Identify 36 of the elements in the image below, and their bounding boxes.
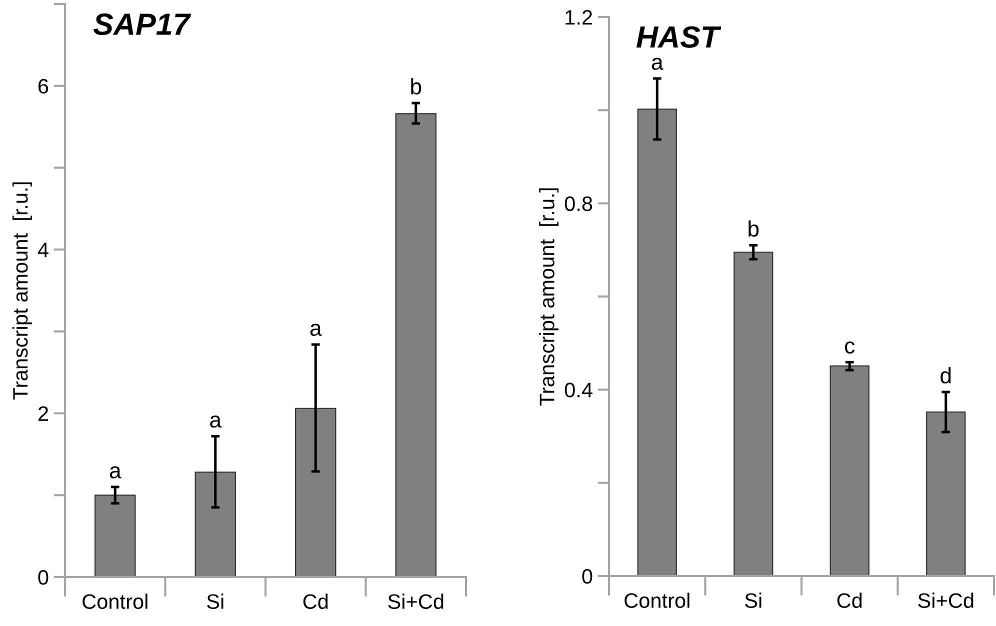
annotation: a [652, 58, 664, 70]
y-tick-label: 0.8 [564, 196, 592, 212]
annotation: a [210, 415, 222, 428]
y-tick-label: 0 [582, 569, 592, 584]
x-tick-label: Cd [837, 592, 862, 608]
y-tick-label: 1.2 [566, 10, 592, 25]
x-tick-label: Control [82, 594, 148, 609]
y-tick-label: 0.4 [564, 382, 592, 398]
x-tick-label: Si [745, 592, 762, 608]
bar [734, 252, 774, 576]
annotation: d [940, 367, 951, 384]
bar [194, 472, 236, 577]
y-axis-title: Transcript amount [r.u.] [12, 182, 32, 400]
bar [637, 108, 677, 576]
annotation: a [110, 466, 122, 478]
annotation: b [411, 78, 422, 94]
chart-title: SAP17 [93, 13, 192, 36]
y-tick-label: 2 [38, 406, 48, 421]
annotation: c [845, 341, 855, 354]
y-tick-label: 4 [38, 242, 48, 258]
bar [830, 365, 870, 576]
y-axis-title: Transcript amount [r.u.] [539, 188, 559, 406]
bar [295, 408, 336, 577]
bar [926, 411, 966, 576]
bar [395, 113, 436, 577]
y-tick-label: 6 [38, 78, 48, 94]
annotation: a [310, 324, 322, 336]
bar [94, 494, 136, 577]
x-tick-label: Si+Cd [918, 592, 974, 608]
annotation: b [748, 220, 759, 237]
chart-title: HAST [636, 26, 722, 48]
x-tick-label: Si+Cd [388, 594, 444, 609]
x-tick-label: Control [624, 592, 690, 608]
x-tick-label: Si [207, 594, 224, 609]
x-tick-label: Cd [303, 594, 328, 609]
y-tick-label: 0 [38, 570, 48, 585]
